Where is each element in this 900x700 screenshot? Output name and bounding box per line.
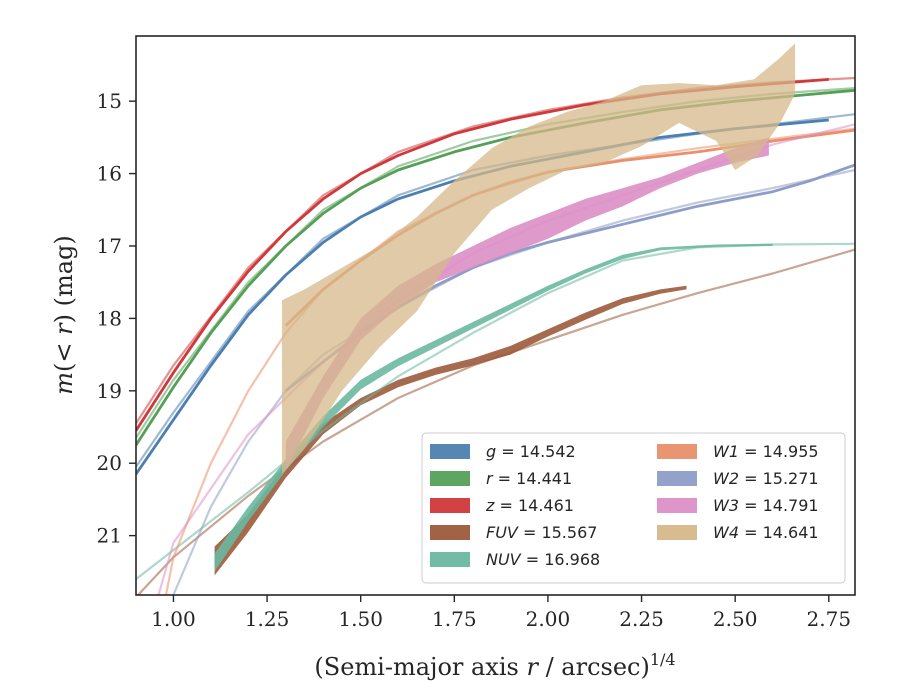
- legend-swatch: [430, 444, 470, 459]
- series-nuv: [136, 242, 855, 580]
- y-axis-label-mid: (<: [50, 335, 78, 372]
- series-fuv: [136, 248, 855, 595]
- series-w3-model-line: [157, 123, 855, 595]
- legend-item-nuv: NUV = 16.968: [430, 550, 600, 569]
- series-w1-model-line: [164, 127, 855, 595]
- y-axis-label-pre: m: [50, 372, 78, 395]
- legend-item-g: g = 14.542: [430, 442, 576, 461]
- legend-label: r = 14.441: [486, 469, 572, 488]
- x-tick-label: 1.00: [151, 607, 196, 631]
- series-layer: [136, 43, 855, 595]
- legend-label: W4 = 14.641: [713, 523, 819, 542]
- legend-label: W1 = 14.955: [713, 442, 819, 461]
- y-tick-label: 17: [97, 234, 122, 258]
- legend-item-z: z = 14.461: [430, 496, 574, 515]
- y-axis-label-var: r: [50, 322, 78, 335]
- legend-label: W3 = 14.791: [713, 496, 819, 515]
- y-tick-label: 16: [97, 162, 122, 186]
- x-axis-label-main: (Semi-major axis: [314, 653, 526, 681]
- y-tick-label: 21: [97, 524, 122, 548]
- legend-item-fuv: FUV = 15.567: [430, 523, 597, 542]
- legend-item-w4: W4 = 14.641: [657, 523, 819, 542]
- x-tick-label: 1.75: [432, 607, 477, 631]
- x-tick-label: 2.75: [807, 607, 852, 631]
- x-tick-label: 2.25: [619, 607, 664, 631]
- x-axis-label-var: r: [526, 653, 539, 681]
- y-tick-label: 18: [97, 306, 122, 330]
- x-tick-label: 1.50: [338, 607, 383, 631]
- y-tick-label: 20: [97, 451, 122, 475]
- legend-swatch: [430, 525, 470, 540]
- legend-item-w3: W3 = 14.791: [657, 496, 819, 515]
- y-tick-label: 15: [97, 89, 122, 113]
- x-tick-label: 1.25: [245, 607, 290, 631]
- x-axis-label: (Semi-major axis r / arcsec)1/4: [314, 650, 675, 681]
- legend-swatch: [430, 471, 470, 486]
- legend-swatch: [657, 471, 697, 486]
- y-tick-label: 19: [97, 379, 122, 403]
- legend: g = 14.542 r = 14.441 z = 14.461 FUV = 15.5…: [421, 432, 846, 584]
- plot-frame: [135, 35, 856, 596]
- legend-item-r: r = 14.441: [430, 469, 572, 488]
- legend-label: z = 14.461: [485, 496, 574, 515]
- legend-item-w1: W1 = 14.955: [657, 442, 819, 461]
- legend-swatch: [657, 525, 697, 540]
- series-w2-model-line: [172, 168, 855, 595]
- legend-swatch: [430, 552, 470, 567]
- series-w4-observed-band: [282, 43, 796, 475]
- x-tick-label: 2.00: [526, 607, 571, 631]
- legend-swatch: [657, 498, 697, 513]
- legend-label: FUV = 15.567: [486, 523, 597, 542]
- legend-swatch: [430, 498, 470, 513]
- y-axis-label-post: ) (mag): [50, 235, 78, 323]
- series-fuv-model-line: [136, 248, 855, 595]
- x-tick-label: 2.50: [713, 607, 758, 631]
- x-axis-label-exponent: 1/4: [650, 650, 676, 669]
- series-w4: [282, 43, 796, 475]
- legend-box: [421, 432, 846, 584]
- series-nuv-model-line: [136, 242, 855, 580]
- legend-label: W2 = 15.271: [713, 469, 819, 488]
- y-axis: 15 16 17 18 19 20 21: [97, 89, 136, 548]
- y-axis-label: m(< r) (mag): [50, 235, 78, 395]
- x-axis-label-rest: / arcsec): [538, 653, 650, 681]
- legend-swatch: [657, 444, 697, 459]
- legend-label: g = 14.542: [486, 442, 576, 461]
- x-axis: 1.00 1.25 1.50 1.75 2.00 2.25 2.50 2.75: [151, 595, 851, 631]
- legend-items: g = 14.542 r = 14.441 z = 14.461 FUV = 15.5…: [430, 442, 819, 569]
- legend-item-w2: W2 = 15.271: [657, 469, 819, 488]
- legend-label: NUV = 16.968: [486, 550, 600, 569]
